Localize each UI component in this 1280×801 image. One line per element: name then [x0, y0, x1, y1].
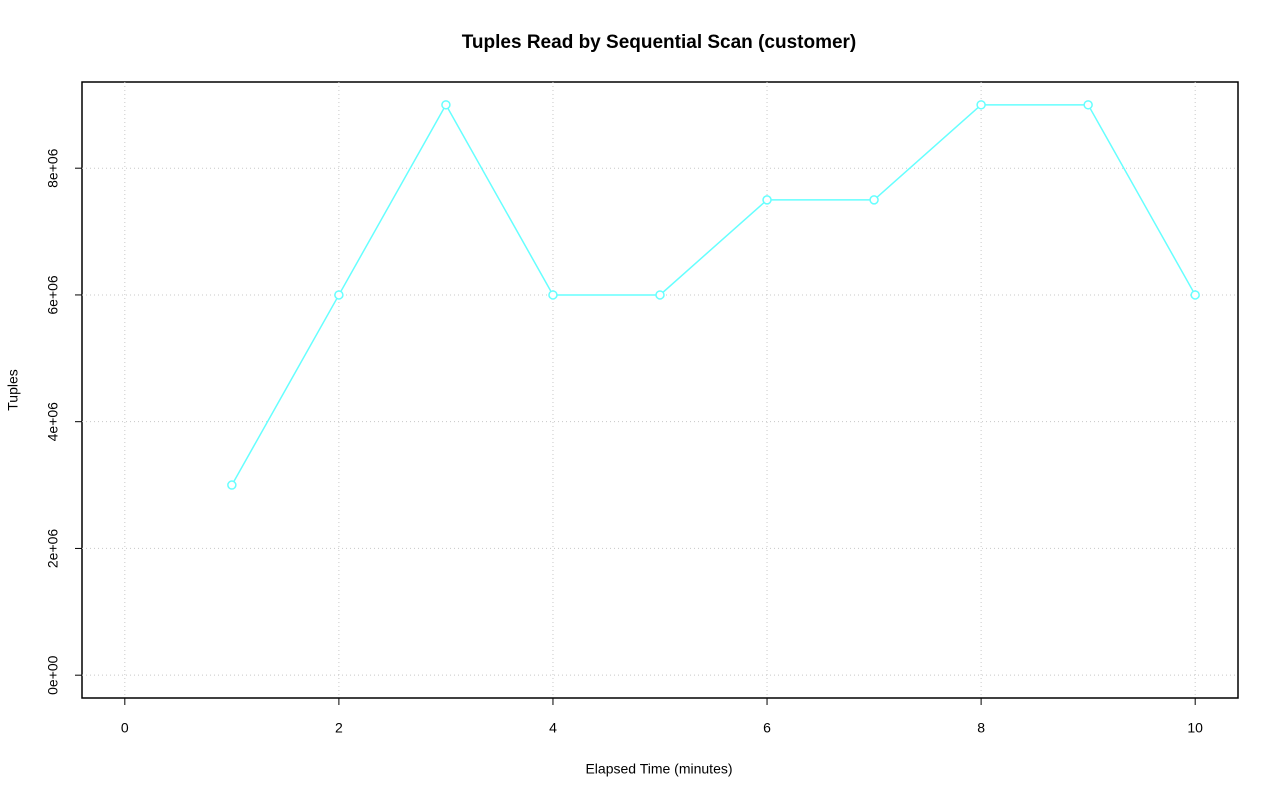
x-tick-label: 10	[1187, 720, 1203, 736]
x-axis-label: Elapsed Time (minutes)	[585, 761, 732, 777]
y-tick-label: 0e+00	[45, 655, 61, 695]
x-tick-label: 6	[763, 720, 771, 736]
y-tick-label: 2e+06	[45, 529, 61, 569]
point	[1083, 100, 1093, 110]
x-tick-label: 4	[549, 720, 557, 736]
point	[441, 100, 451, 110]
y-tick-label: 6e+06	[45, 275, 61, 315]
point	[976, 100, 986, 110]
point	[334, 290, 344, 300]
point	[762, 195, 772, 205]
series-line	[231, 103, 1196, 486]
x-tick-label: 8	[977, 720, 985, 736]
point	[1190, 290, 1200, 300]
chart-title: Tuples Read by Sequential Scan (customer…	[462, 32, 857, 53]
point	[548, 290, 558, 300]
y-tick-label: 8e+06	[45, 148, 61, 188]
plot-box	[81, 81, 1239, 699]
point	[227, 480, 237, 490]
point	[869, 195, 879, 205]
point	[655, 290, 665, 300]
y-axis-label: Tuples	[5, 369, 21, 411]
x-tick-label: 2	[335, 720, 343, 736]
y-tick-label: 4e+06	[45, 402, 61, 442]
x-tick-label: 0	[121, 720, 129, 736]
